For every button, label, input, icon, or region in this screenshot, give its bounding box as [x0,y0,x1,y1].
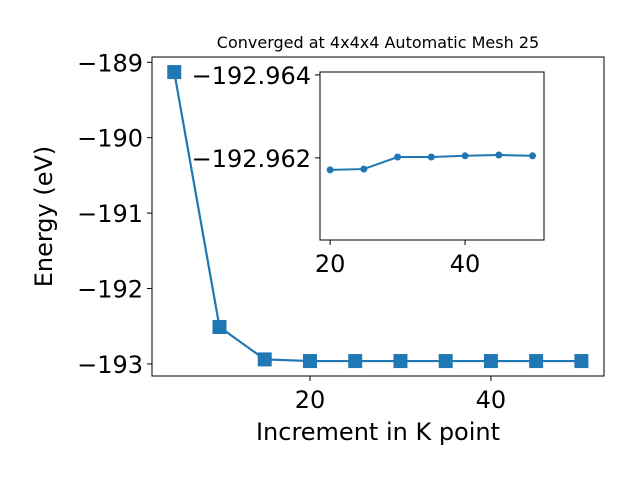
marker [326,166,334,174]
chart-title: Converged at 4x4x4 Automatic Mesh 25 [217,33,539,52]
x-tick-label: 20 [315,250,346,278]
y-tick-label: −192 [77,276,143,304]
x-tick-label: 40 [476,386,507,414]
marker [483,354,498,369]
y-tick-label: −193 [77,351,143,379]
marker [495,151,503,159]
marker [348,354,363,369]
x-tick-label: 40 [450,250,481,278]
axes-frame [319,71,545,241]
marker [212,319,227,334]
marker [393,354,408,369]
marker [427,153,435,161]
x-axis-label: Increment in K point [256,418,500,446]
marker [461,152,469,160]
marker [574,354,589,369]
marker [360,165,368,173]
marker [394,153,402,161]
marker [257,352,272,367]
y-axis-label: Energy (eV) [30,146,58,288]
axes-frame [151,56,605,377]
y-tick-label: −192.964 [192,62,311,90]
marker [529,354,544,369]
marker [302,354,317,369]
x-tick-label: 20 [295,386,326,414]
series-line [173,71,582,363]
y-tick-label: −191 [77,200,143,228]
y-tick-label: −189 [77,49,143,77]
marker [529,152,537,160]
y-tick-label: −190 [77,125,143,153]
marker [438,354,453,369]
y-tick-label: −192.962 [192,145,311,173]
marker [167,65,182,80]
